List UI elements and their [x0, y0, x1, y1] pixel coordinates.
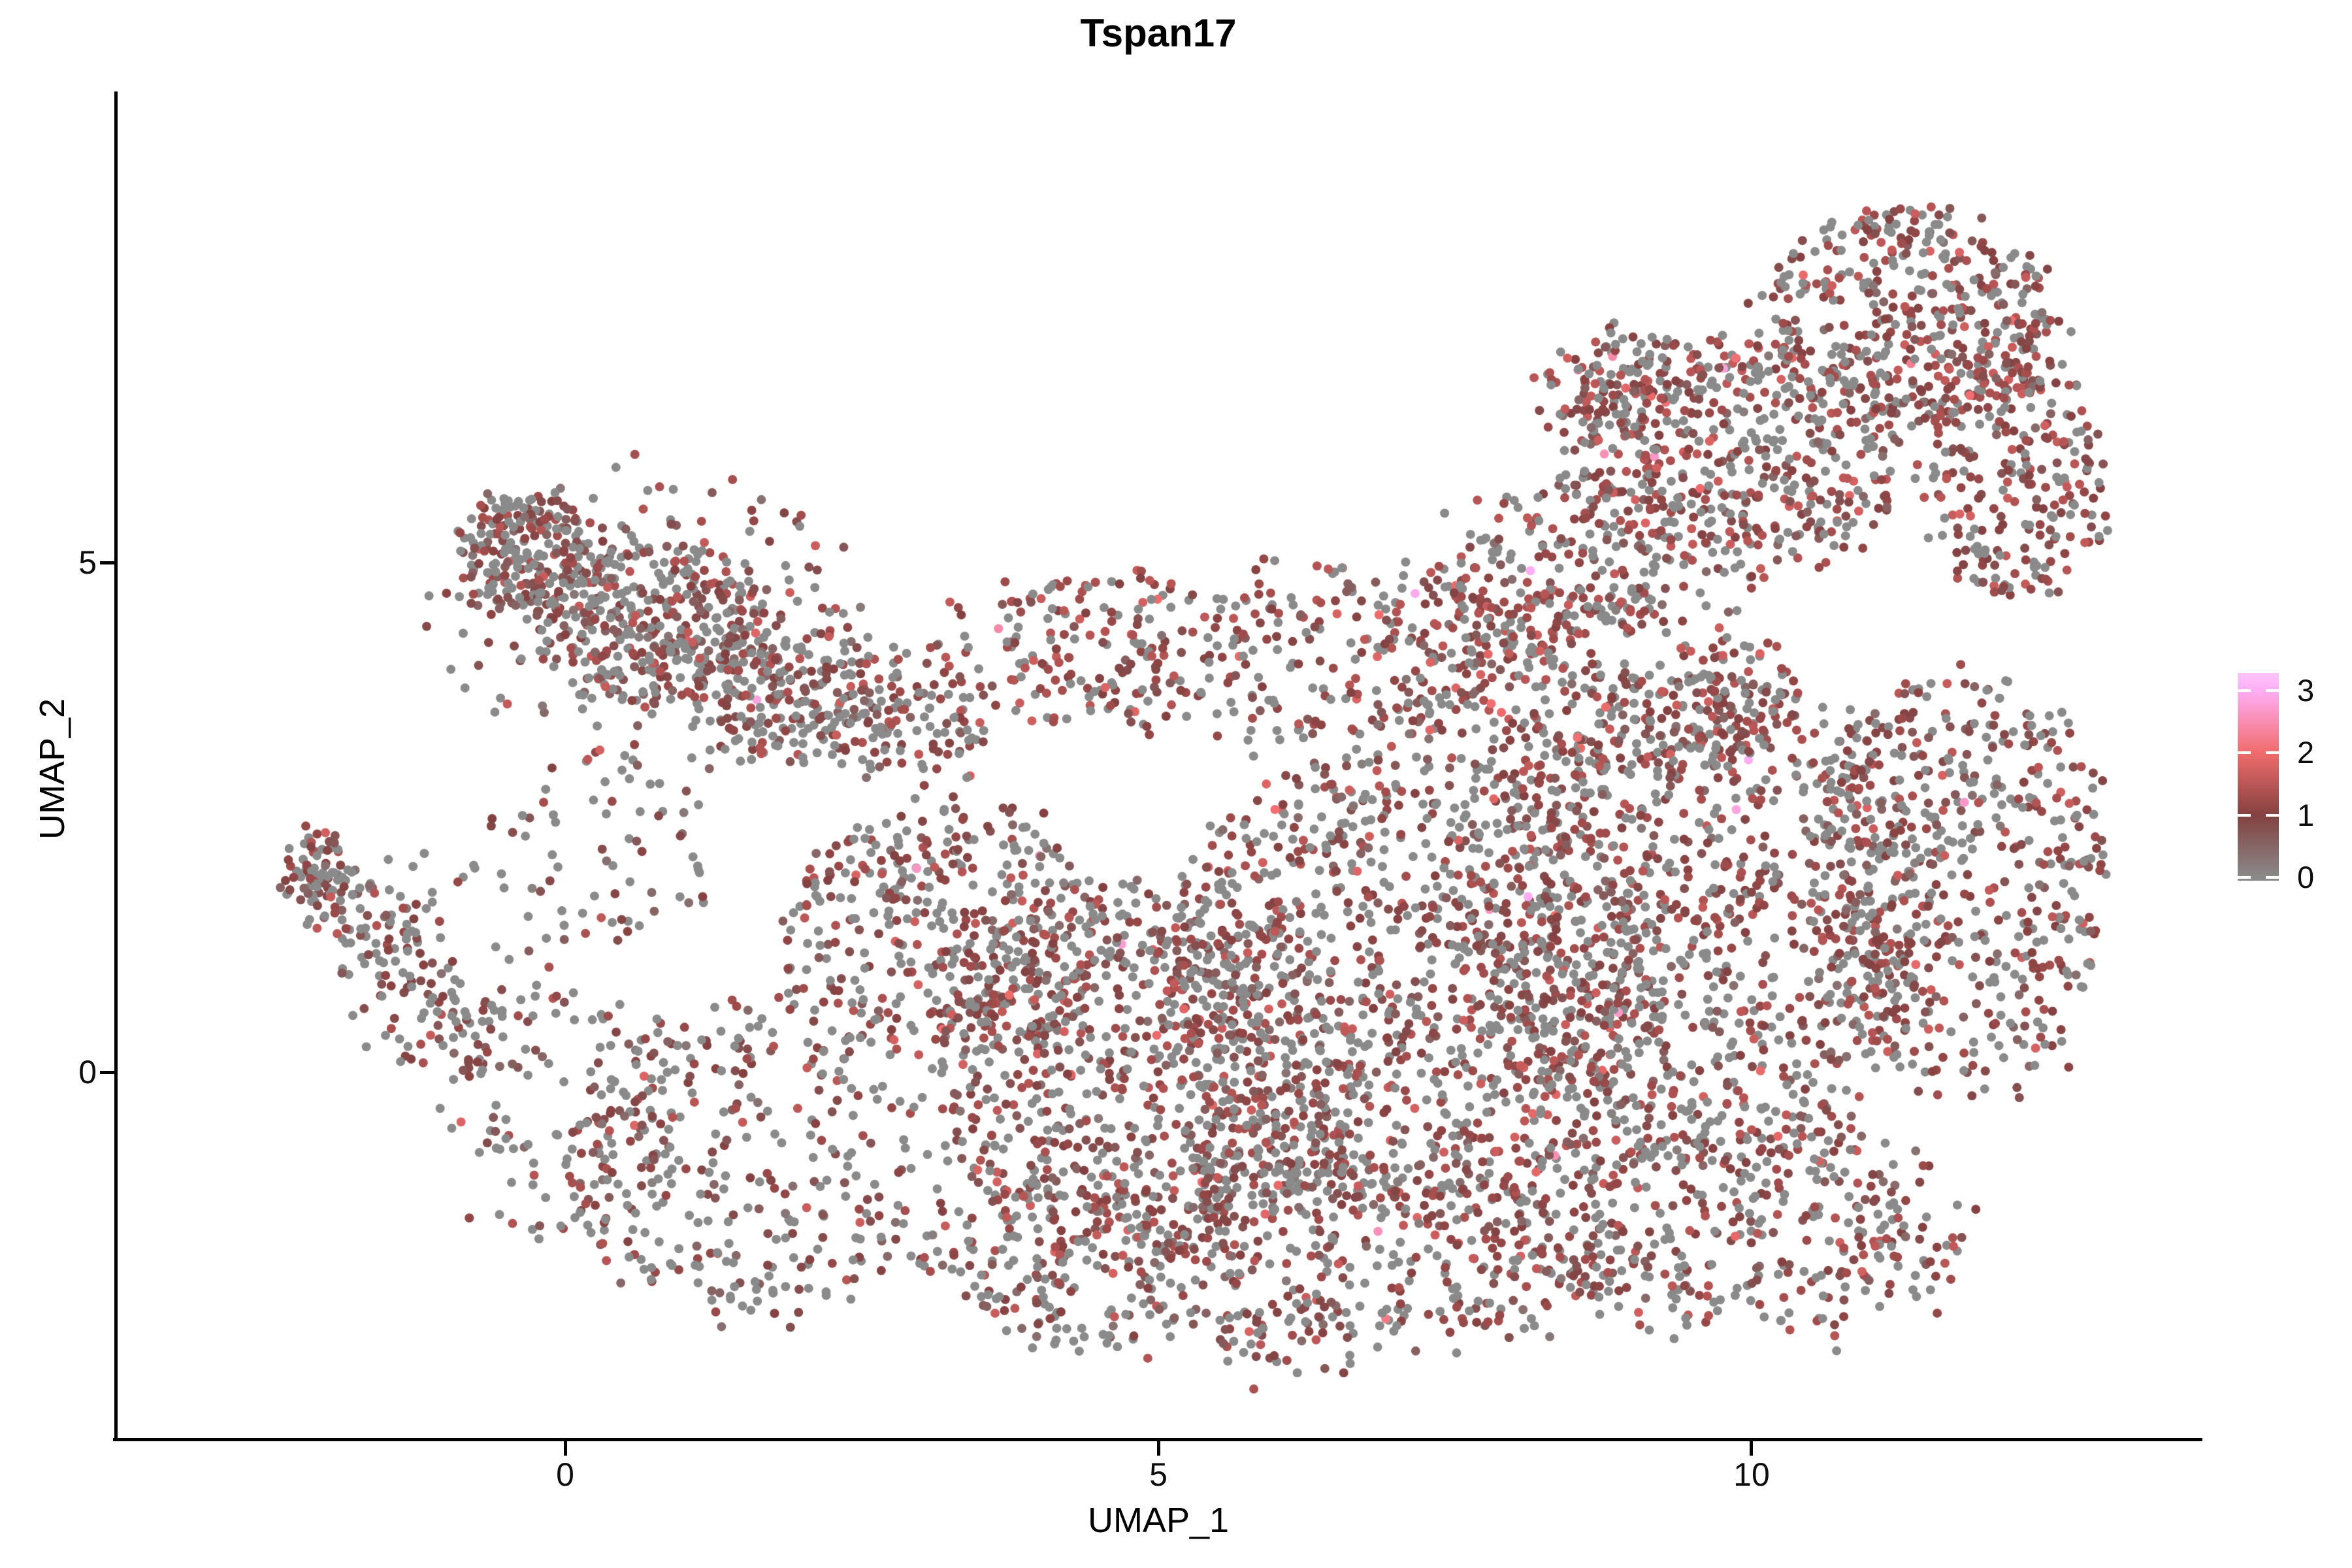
- x-tick-label: 0: [556, 1456, 574, 1493]
- x-tick-label: 10: [1733, 1456, 1770, 1493]
- chart-title: Tspan17: [1080, 11, 1237, 55]
- colorbar-tick-label: 1: [2297, 798, 2315, 832]
- colorbar-gradient: [2238, 673, 2279, 881]
- colorbar-tick-mark: [2238, 876, 2251, 879]
- y-tick-label: 0: [78, 1053, 97, 1090]
- colorbar-tick-label: 0: [2297, 860, 2315, 894]
- colorbar-tick-label: 3: [2297, 673, 2315, 708]
- x-axis-line: [113, 1438, 2202, 1441]
- colorbar-tick-mark: [2238, 814, 2251, 817]
- x-tick-mark: [563, 1441, 567, 1456]
- y-tick-label: 5: [78, 544, 97, 581]
- x-axis-label: UMAP_1: [1087, 1501, 1230, 1540]
- y-tick-mark: [100, 1071, 114, 1075]
- colorbar-tick-mark: [2266, 814, 2279, 817]
- x-tick-mark: [1750, 1441, 1754, 1456]
- x-tick-mark: [1156, 1441, 1160, 1456]
- y-axis-line: [114, 91, 118, 1441]
- y-axis-label: UMAP_2: [33, 698, 72, 840]
- colorbar-tick-mark: [2266, 751, 2279, 754]
- x-tick-label: 5: [1149, 1456, 1168, 1493]
- colorbar-tick-mark: [2266, 876, 2279, 879]
- colorbar-tick-label: 2: [2297, 735, 2315, 770]
- colorbar-tick-mark: [2238, 689, 2251, 692]
- y-tick-mark: [100, 561, 114, 565]
- colorbar-tick-mark: [2238, 751, 2251, 754]
- colorbar-tick-mark: [2266, 689, 2279, 692]
